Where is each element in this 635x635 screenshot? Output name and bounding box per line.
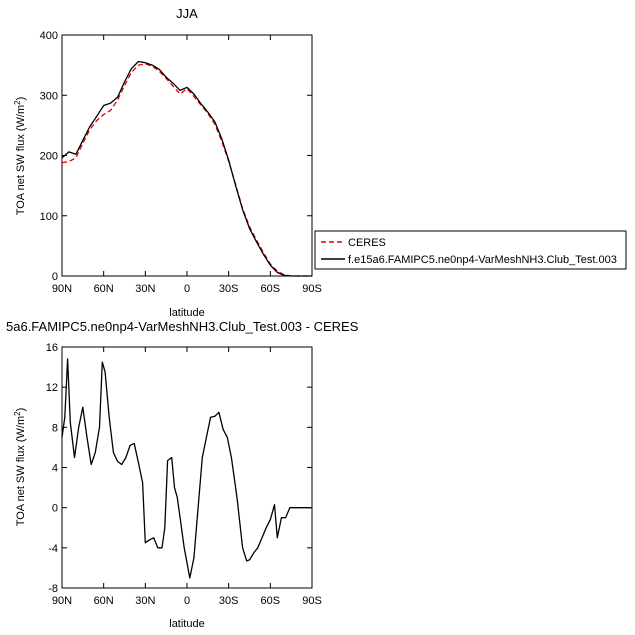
- bottom-chart-y-axis-title-end: ): [15, 408, 27, 412]
- bottom-chart-x-tick-label: 90N: [52, 595, 72, 607]
- legend-label-model: f.e15a6.FAMIPC5.ne0np4-VarMeshNH3.Club_T…: [348, 254, 617, 266]
- bottom-chart-y-tick-label: 16: [46, 342, 58, 354]
- top-chart-x-tick-label: 30N: [135, 283, 155, 295]
- bottom-chart: 5a6.FAMIPC5.ne0np4-VarMeshNH3.Club_Test.…: [6, 319, 359, 630]
- bottom-chart-ticks: 90N 60N 30N 0 30S 60S 90S -8 -4 0 4 8 12 16: [46, 342, 322, 607]
- bottom-chart-x-tick-label: 0: [184, 595, 190, 607]
- top-chart-plot-frame: [61, 34, 313, 277]
- top-chart-y-axis-title-main: TOA net SW flux (W/m: [15, 105, 27, 215]
- top-chart-x-axis-title: latitude: [169, 307, 204, 319]
- bottom-chart-x-tick-label: 30N: [135, 595, 155, 607]
- bottom-chart-series: [61, 358, 312, 579]
- top-chart-x-tick-label: 90N: [52, 283, 72, 295]
- top-chart-y-axis-title: TOA net SW flux (W/m2): [13, 97, 27, 216]
- top-chart-x-tick-label: 60S: [261, 283, 281, 295]
- top-chart-ticks: 90N 60N 30N 0 30S 60S 90S 0 100 200 300 400: [40, 30, 322, 295]
- top-chart-y-tick-label: 200: [40, 151, 58, 163]
- legend-label-ceres: CERES: [348, 237, 386, 249]
- top-chart-title: JJA: [176, 6, 198, 21]
- bottom-chart-y-axis-title-sup: 2: [13, 411, 22, 416]
- top-chart-y-tick-label: 0: [52, 271, 58, 283]
- top-chart-x-tick-label: 60N: [94, 283, 114, 295]
- top-chart-y-axis-title-end: ): [15, 97, 27, 101]
- bottom-chart-y-tick-label: -8: [48, 583, 58, 595]
- top-chart-series-line-ceres: [61, 63, 312, 277]
- top-chart-y-tick-label: 100: [40, 211, 58, 223]
- bottom-chart-x-tick-label: 60S: [261, 595, 281, 607]
- bottom-chart-x-axis-title: latitude: [169, 618, 204, 630]
- bottom-chart-series-line-difference: [61, 358, 312, 579]
- bottom-chart-y-tick-label: 8: [52, 422, 58, 434]
- top-chart-y-axis-title-sup: 2: [13, 100, 22, 105]
- bottom-chart-y-axis-title: TOA net SW flux (W/m2): [13, 408, 27, 527]
- top-chart-x-tick-label: 0: [184, 283, 190, 295]
- bottom-chart-plot-frame: [61, 346, 313, 589]
- bottom-chart-y-tick-label: 4: [52, 463, 58, 475]
- top-chart: JJA 90N 60N 30N 0 30S 60S 90S 0 100 200 300 400 lat…: [13, 6, 322, 319]
- top-chart-y-tick-label: 300: [40, 90, 58, 102]
- bottom-chart-y-tick-label: 0: [52, 503, 58, 515]
- bottom-chart-x-tick-label: 90S: [302, 595, 322, 607]
- top-chart-series: [61, 60, 312, 277]
- legend-frame: [314, 230, 627, 270]
- bottom-chart-x-tick-label: 60N: [94, 595, 114, 607]
- top-chart-y-tick-label: 400: [40, 30, 58, 42]
- bottom-chart-y-tick-label: 12: [46, 382, 58, 394]
- bottom-chart-title: 5a6.FAMIPC5.ne0np4-VarMeshNH3.Club_Test.…: [6, 319, 359, 334]
- bottom-chart-y-axis-title-main: TOA net SW flux (W/m: [15, 416, 27, 526]
- bottom-chart-x-tick-label: 30S: [219, 595, 239, 607]
- top-chart-x-tick-label: 30S: [219, 283, 239, 295]
- top-chart-legend: CERES f.e15a6.FAMIPC5.ne0np4-VarMeshNH3.…: [314, 230, 627, 270]
- bottom-chart-y-tick-label: -4: [48, 543, 58, 555]
- top-chart-series-line-model: [61, 60, 312, 277]
- top-chart-x-tick-label: 90S: [302, 283, 322, 295]
